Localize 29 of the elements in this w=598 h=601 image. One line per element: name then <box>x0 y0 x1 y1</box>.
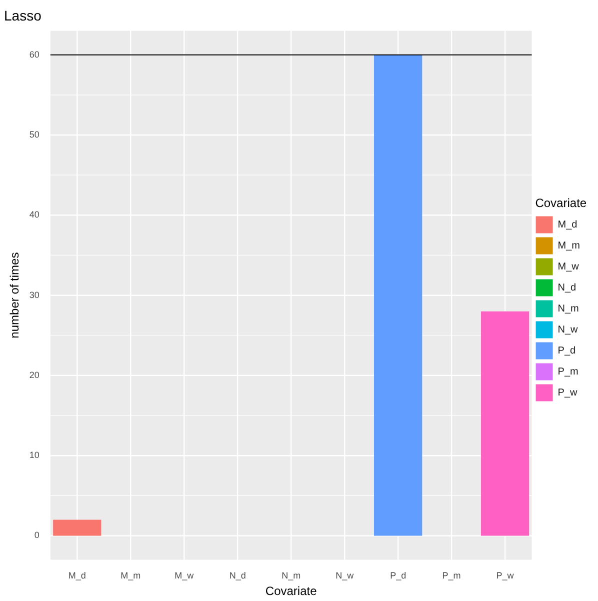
y-tick-label: 30 <box>29 290 40 300</box>
legend-label: P_d <box>558 345 576 356</box>
y-tick-label: 0 <box>34 530 40 540</box>
legend-label: P_m <box>558 366 578 378</box>
y-tick-label: 50 <box>29 129 40 140</box>
x-tick-label: N_w <box>336 570 354 581</box>
legend-label: N_w <box>558 324 579 336</box>
x-tick-label: N_m <box>282 570 301 581</box>
y-tick-label: 60 <box>29 49 40 60</box>
legend-label: N_m <box>558 303 579 314</box>
y-tick-label: 20 <box>29 370 40 380</box>
legend-label: M_m <box>558 240 580 252</box>
chart-title: Lasso <box>4 7 42 24</box>
x-tick-label: M_d <box>68 570 86 581</box>
x-axis-title: Covariate <box>265 584 318 598</box>
x-tick-label: M_w <box>174 570 194 581</box>
y-tick-label: 40 <box>29 210 40 220</box>
x-tick-label: P_w <box>496 570 514 581</box>
y-axis-title: number of times <box>8 252 22 338</box>
x-tick-label: P_m <box>442 570 461 581</box>
legend-label: M_d <box>558 219 578 230</box>
x-tick-label: N_d <box>229 570 246 581</box>
x-tick-label: P_d <box>390 570 406 581</box>
legend-label: M_w <box>558 261 580 272</box>
legend-title: Covariate <box>535 196 587 210</box>
legend-label: P_w <box>558 387 578 398</box>
legend-label: N_d <box>558 282 576 294</box>
x-tick-label: M_m <box>120 570 141 581</box>
y-tick-label: 10 <box>29 450 40 460</box>
